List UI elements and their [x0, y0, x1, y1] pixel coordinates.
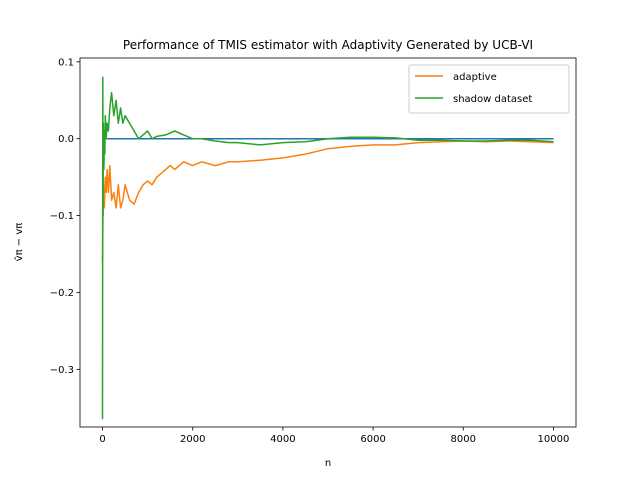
x-axis-label: n	[325, 458, 331, 469]
y-tick-label: 0.1	[58, 57, 74, 68]
series-line-1	[101, 140, 554, 262]
x-tick-label: 2000	[180, 434, 205, 445]
y-axis-ticks: −0.3 −0.2 −0.1 0.0 0.1	[50, 57, 80, 376]
y-tick-label: −0.1	[50, 211, 74, 222]
legend-label: shadow dataset	[453, 94, 532, 105]
legend-box	[408, 64, 570, 114]
x-tick-label: 6000	[360, 434, 385, 445]
legend: adaptive shadow dataset	[408, 64, 570, 114]
x-tick-label: 4000	[270, 434, 295, 445]
legend-label: adaptive	[453, 72, 497, 83]
x-tick-label: 10000	[538, 434, 570, 445]
x-tick-label: 8000	[451, 434, 476, 445]
series-line-2	[101, 76, 554, 420]
y-tick-label: −0.3	[50, 365, 74, 376]
x-axis-ticks: 0 2000 4000 6000 8000 10000	[99, 427, 569, 445]
chart-title: Performance of TMIS estimator with Adapt…	[123, 38, 533, 52]
y-tick-label: −0.2	[50, 288, 74, 299]
y-axis-label: v̂π − vπ	[13, 223, 25, 262]
x-tick-label: 0	[99, 434, 105, 445]
plot-frame	[79, 57, 577, 428]
plot-lines	[101, 76, 554, 420]
y-tick-label: 0.0	[58, 134, 74, 145]
